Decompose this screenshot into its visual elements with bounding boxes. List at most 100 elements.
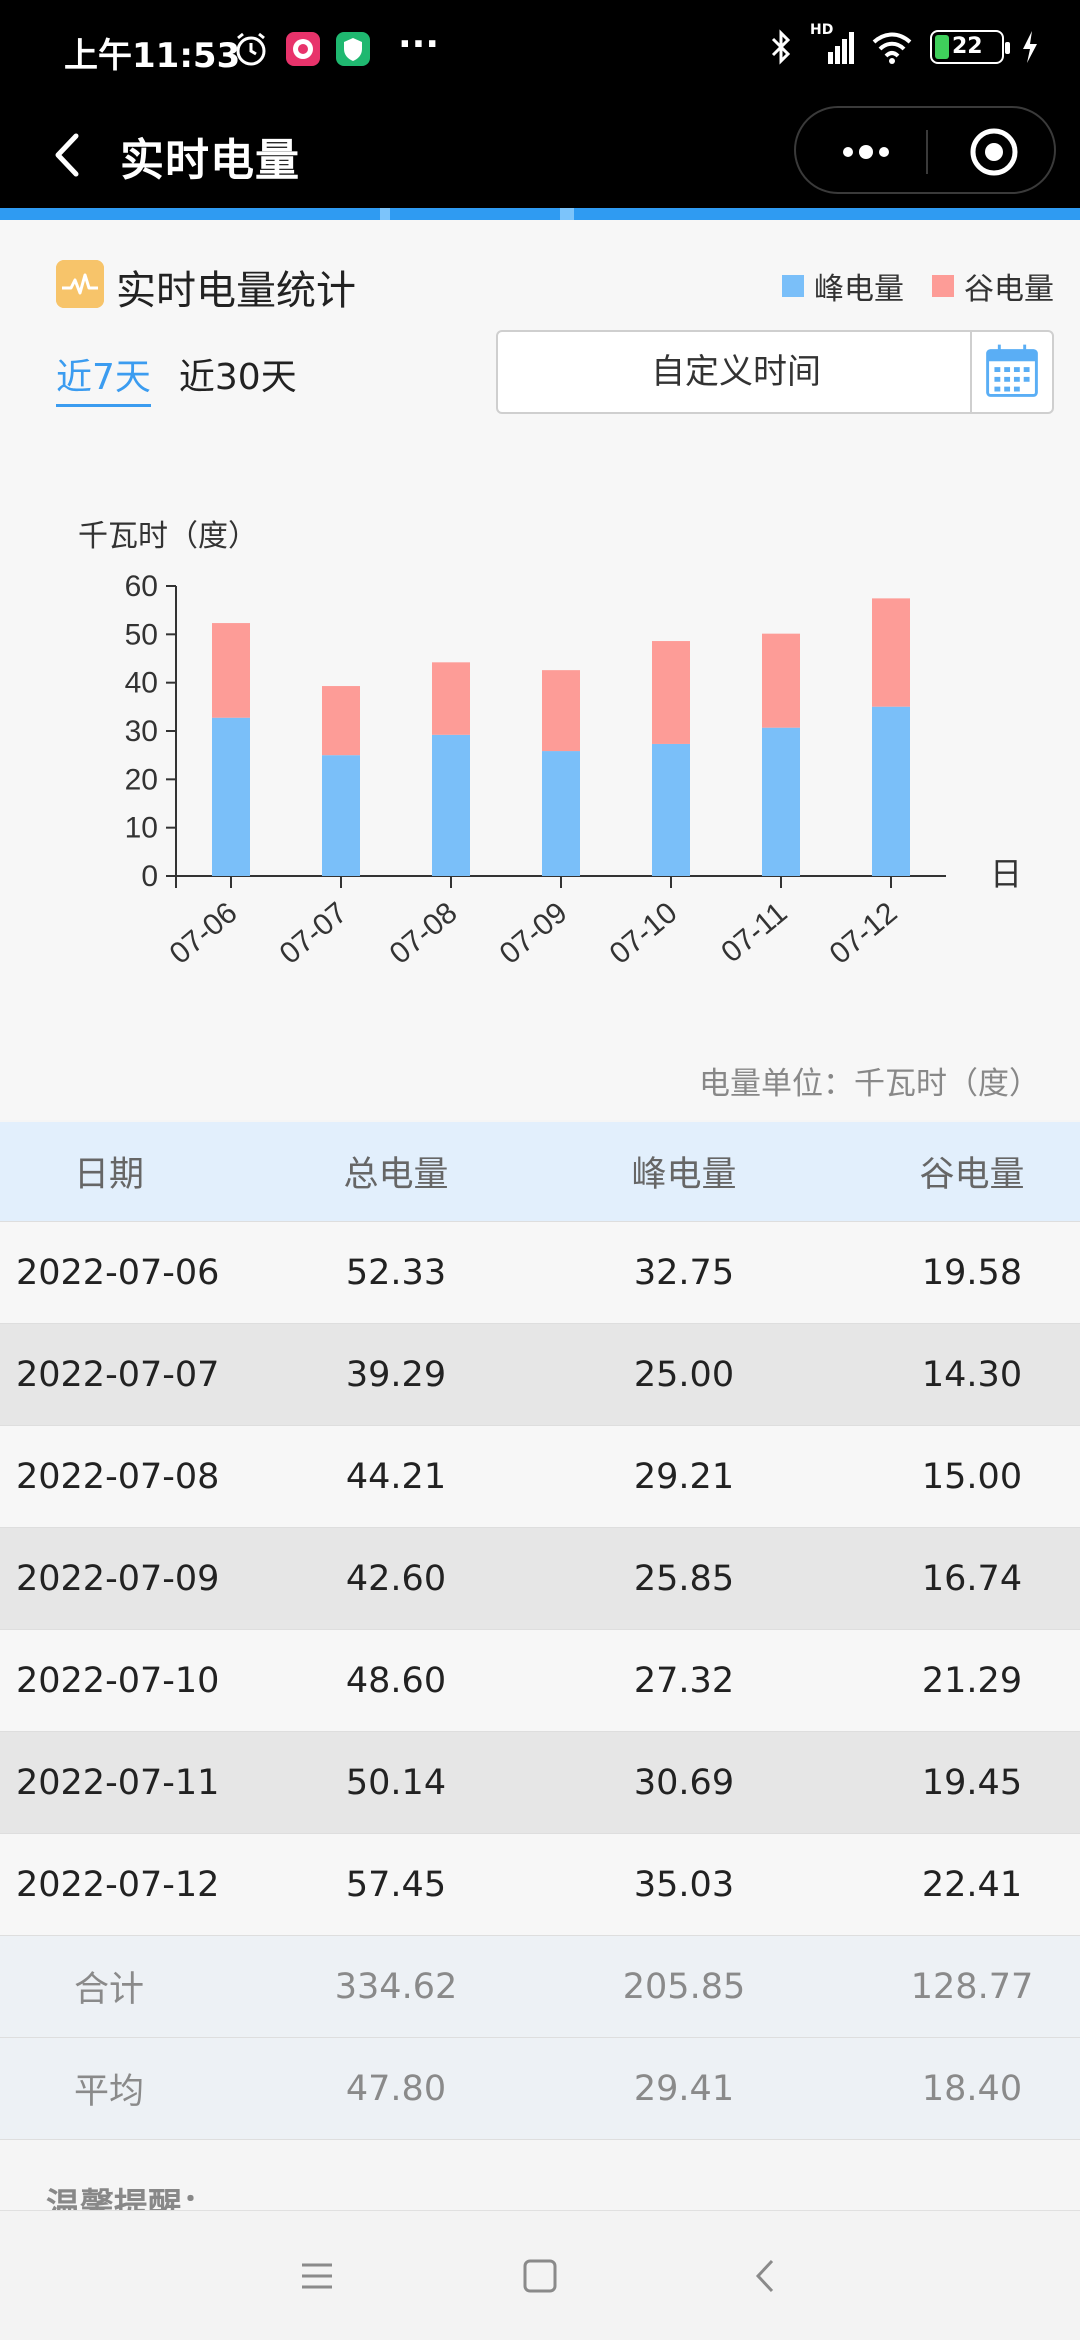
close-miniprogram-icon[interactable]: [968, 126, 1020, 178]
title-bar: 实时电量: [0, 100, 1080, 208]
cell-valley: 19.45: [921, 1762, 1023, 1803]
miniprogram-capsule: [794, 106, 1056, 194]
table-header-row: 日期 总电量 峰电量 谷电量: [0, 1122, 1080, 1222]
bar-valley: [762, 633, 800, 728]
stacked-bar-chart: 千瓦时（度） 日 0 10 20 30 40 50 60 07-06 07-07 07-08 07-…: [78, 520, 1022, 971]
cell-date: 2022-07-12: [16, 1864, 220, 1905]
system-nav-bar: [0, 2210, 1080, 2340]
cell-total: 42.60: [345, 1558, 447, 1599]
cell-total: 50.14: [345, 1762, 447, 1803]
stats-card: 实时电量统计 峰电量 谷电量 近7天 近30天 自定义时间 千瓦时（度）: [0, 220, 1080, 1120]
cell-peak: 205.85: [622, 1966, 746, 2007]
x-axis-label: 日: [990, 856, 1022, 892]
app-notification-icon: [286, 32, 320, 66]
table-row: 2022-07-12 57.45 35.03 22.41: [0, 1834, 1080, 1936]
cell-peak: 30.69: [633, 1762, 735, 1803]
x-tick-label: 07-11: [715, 896, 793, 969]
more-options-icon[interactable]: [826, 128, 906, 176]
bar-peak: [652, 743, 690, 876]
legend-item-valley[interactable]: 谷电量: [932, 264, 1054, 308]
cell-date: 2022-07-08: [16, 1456, 220, 1497]
calendar-icon[interactable]: [970, 332, 1052, 412]
y-tick-label: 30: [125, 715, 158, 748]
cell-valley: 16.74: [921, 1558, 1023, 1599]
range-tabs: 近7天 近30天: [56, 348, 297, 407]
bar-valley: [432, 662, 470, 735]
custom-time-picker[interactable]: 自定义时间: [496, 330, 1054, 414]
cell-date: 2022-07-06: [16, 1252, 220, 1293]
cell-signal-icon: HD: [810, 22, 854, 66]
tab-last-7-days[interactable]: 近7天: [56, 348, 151, 407]
bar-peak: [432, 734, 470, 876]
chart-badge-icon: [56, 260, 104, 308]
menu-icon[interactable]: [292, 2251, 342, 2301]
cell-peak: 25.85: [633, 1558, 735, 1599]
bluetooth-icon: [771, 29, 791, 65]
table-row: 2022-07-07 39.29 25.00 14.30: [0, 1324, 1080, 1426]
x-tick-label: 07-07: [274, 896, 354, 971]
cell-peak: 29.21: [633, 1456, 735, 1497]
cell-peak: 35.03: [633, 1864, 735, 1905]
cell-peak: 29.41: [633, 2068, 735, 2109]
bar-peak: [322, 755, 360, 876]
cell-valley: 21.29: [921, 1660, 1023, 1701]
status-more-icon: ···: [398, 24, 440, 65]
cell-total: 52.33: [345, 1252, 447, 1293]
table-row: 2022-07-11 50.14 30.69 19.45: [0, 1732, 1080, 1834]
bar-peak: [542, 751, 580, 876]
table-row: 2022-07-10 48.60 27.32 21.29: [0, 1630, 1080, 1732]
tab-last-30-days[interactable]: 近30天: [178, 357, 297, 398]
x-tick-label: 07-10: [604, 896, 684, 971]
cell-valley: 128.77: [910, 1966, 1034, 2007]
summary-row: 平均 47.80 29.41 18.40: [0, 2038, 1080, 2140]
cell-total: 334.62: [334, 1966, 458, 2007]
cell-valley: 14.30: [921, 1354, 1023, 1395]
cell-date: 2022-07-07: [16, 1354, 220, 1395]
cell-total: 44.21: [345, 1456, 447, 1497]
y-tick-label: 60: [125, 570, 158, 603]
legend-swatch-valley: [932, 275, 954, 297]
back-arrow-icon[interactable]: [34, 120, 104, 190]
status-bar: 上午11:53 ··· HD: [0, 0, 1080, 100]
status-time: 上午11:53: [64, 36, 241, 76]
header-valley: 谷电量: [919, 1155, 1025, 1195]
page-title: 实时电量: [120, 135, 300, 186]
cell-total: 39.29: [345, 1354, 447, 1395]
custom-time-label[interactable]: 自定义时间: [651, 352, 821, 392]
cell-peak: 27.32: [633, 1660, 735, 1701]
y-axis-label: 千瓦时（度）: [78, 520, 258, 553]
header-date: 日期: [74, 1155, 145, 1195]
cell-valley: 22.41: [921, 1864, 1023, 1905]
y-tick-label: 20: [125, 763, 158, 796]
y-tick-label: 0: [141, 860, 158, 893]
header-accent-strip: [0, 208, 1080, 220]
legend-item-peak[interactable]: 峰电量: [782, 264, 904, 308]
header-peak: 峰电量: [631, 1155, 737, 1195]
bar-peak: [762, 727, 800, 876]
security-app-icon: [336, 32, 370, 66]
table-row: 2022-07-09 42.60 25.85 16.74: [0, 1528, 1080, 1630]
back-nav-icon[interactable]: [742, 2251, 792, 2301]
table-row: 2022-07-06 52.33 32.75 19.58: [0, 1222, 1080, 1324]
x-tick-label: 07-09: [494, 896, 574, 971]
bar-valley: [652, 641, 690, 744]
legend-swatch-peak: [782, 275, 804, 297]
signal-hd-label: HD: [810, 22, 834, 38]
cell-total: 57.45: [345, 1864, 447, 1905]
y-tick-label: 10: [125, 812, 158, 845]
cell-total: 47.80: [345, 2068, 447, 2109]
cell-total: 48.60: [345, 1660, 447, 1701]
legend-label-valley: 谷电量: [964, 272, 1054, 307]
card-title: 实时电量统计: [116, 268, 356, 314]
y-tick-label: 50: [125, 618, 158, 651]
bar-valley: [872, 598, 910, 707]
status-right-group: HD 22: [768, 22, 1040, 66]
bar-valley: [542, 670, 580, 752]
cell-valley: 19.58: [921, 1252, 1023, 1293]
chart-legend: 峰电量 谷电量: [782, 264, 1054, 308]
legend-label-peak: 峰电量: [814, 272, 904, 307]
home-icon[interactable]: [515, 2251, 565, 2301]
data-table: 日期 总电量 峰电量 谷电量 2022-07-06 52.33 32.75 19.58…: [0, 1122, 1080, 2140]
alarm-icon: [236, 32, 266, 66]
bar-valley: [212, 623, 250, 718]
